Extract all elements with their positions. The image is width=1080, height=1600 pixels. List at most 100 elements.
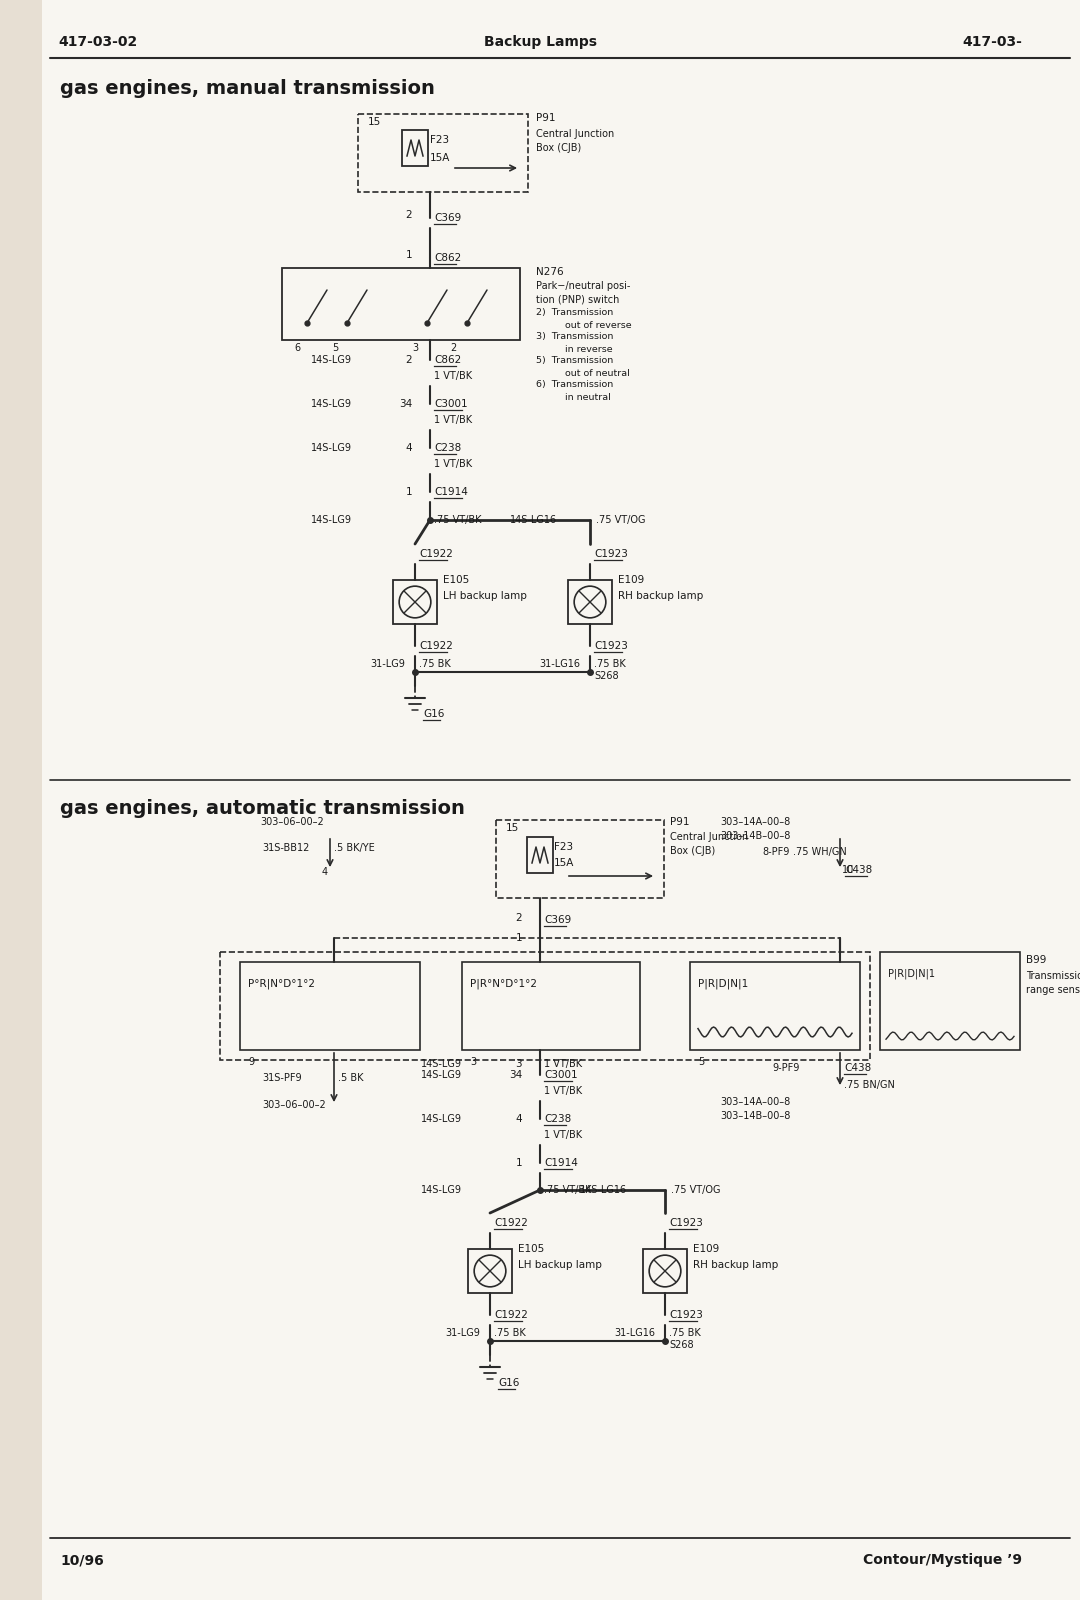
- Text: Contour/Mystique ’9: Contour/Mystique ’9: [863, 1554, 1022, 1566]
- Text: F23: F23: [430, 134, 449, 146]
- Text: 303–14A–00–8: 303–14A–00–8: [720, 818, 791, 827]
- Text: C238: C238: [434, 443, 461, 453]
- Bar: [282, 267, 519, 341]
- Text: 303–14A–00–8: 303–14A–00–8: [720, 1098, 791, 1107]
- Text: 31-LG16: 31-LG16: [539, 659, 580, 669]
- Bar: [0, 0, 42, 1600]
- Text: out of neutral: out of neutral: [565, 368, 630, 378]
- Text: 1: 1: [405, 486, 411, 498]
- Text: Park−/neutral posi-: Park−/neutral posi-: [536, 282, 631, 291]
- Bar: [220, 952, 870, 1059]
- Text: 14S-LG9: 14S-LG9: [311, 398, 352, 410]
- Text: C862: C862: [434, 253, 461, 262]
- Text: 1 VT/BK: 1 VT/BK: [544, 1059, 582, 1069]
- Text: .5 BK/YE: .5 BK/YE: [334, 843, 375, 853]
- Text: C3001: C3001: [544, 1070, 578, 1080]
- Text: 15: 15: [507, 822, 519, 834]
- Text: S268: S268: [594, 670, 619, 682]
- Text: RH backup lamp: RH backup lamp: [693, 1261, 779, 1270]
- Text: out of reverse: out of reverse: [565, 320, 632, 330]
- Text: 15A: 15A: [430, 154, 450, 163]
- Text: C862: C862: [434, 355, 461, 365]
- Text: P91: P91: [536, 114, 555, 123]
- Text: E105: E105: [518, 1245, 544, 1254]
- Bar: [643, 1250, 687, 1293]
- Bar: [357, 114, 528, 192]
- Text: 2)  Transmission: 2) Transmission: [536, 309, 613, 317]
- Text: Transmission: Transmission: [1026, 971, 1080, 981]
- Text: C369: C369: [434, 213, 461, 222]
- Text: .75 BK: .75 BK: [669, 1328, 701, 1338]
- Bar: [880, 952, 1020, 1050]
- Bar: [468, 1250, 512, 1293]
- Text: 3: 3: [411, 342, 418, 354]
- Text: 31-LG9: 31-LG9: [370, 659, 405, 669]
- Text: 31-LG16: 31-LG16: [615, 1328, 654, 1338]
- Text: 303–14B–00–8: 303–14B–00–8: [720, 830, 791, 842]
- Text: C1922: C1922: [494, 1310, 528, 1320]
- Text: .75 BK: .75 BK: [494, 1328, 526, 1338]
- Bar: [568, 579, 612, 624]
- Text: E109: E109: [618, 574, 645, 586]
- Text: .75 VT/BK: .75 VT/BK: [434, 515, 482, 525]
- Text: 15: 15: [368, 117, 381, 126]
- Text: 1: 1: [405, 250, 411, 259]
- Text: tion (PNP) switch: tion (PNP) switch: [536, 294, 619, 304]
- Text: 31S-BB12: 31S-BB12: [262, 843, 309, 853]
- Text: C238: C238: [544, 1114, 571, 1123]
- Text: 4: 4: [322, 867, 328, 877]
- Text: Box (CJB): Box (CJB): [670, 846, 715, 856]
- Text: .75 BK: .75 BK: [419, 659, 450, 669]
- Text: 303–06–00–2: 303–06–00–2: [262, 1101, 326, 1110]
- Text: 34: 34: [509, 1070, 522, 1080]
- Bar: [462, 962, 640, 1050]
- Text: 14S-LG9: 14S-LG9: [311, 443, 352, 453]
- Text: .75 VT/BK: .75 VT/BK: [544, 1186, 592, 1195]
- Text: 14S-LG9: 14S-LG9: [421, 1186, 462, 1195]
- Text: 4: 4: [515, 1114, 522, 1123]
- Text: 417-03-: 417-03-: [962, 35, 1022, 50]
- Text: 1: 1: [515, 933, 522, 942]
- Text: .75 BN/GN: .75 BN/GN: [843, 1080, 895, 1090]
- Text: N276: N276: [536, 267, 564, 277]
- Text: 417-03-02: 417-03-02: [58, 35, 137, 50]
- Text: C369: C369: [544, 915, 571, 925]
- Text: 1 VT/BK: 1 VT/BK: [544, 1130, 582, 1139]
- Bar: [402, 130, 428, 166]
- Text: 1 VT/BK: 1 VT/BK: [544, 1086, 582, 1096]
- Text: 303–14B–00–8: 303–14B–00–8: [720, 1110, 791, 1122]
- Text: C1914: C1914: [544, 1158, 578, 1168]
- Text: E109: E109: [693, 1245, 719, 1254]
- Text: C1922: C1922: [494, 1218, 528, 1229]
- Text: P|R°N°D°1°2: P|R°N°D°1°2: [470, 979, 537, 989]
- Text: C1914: C1914: [434, 486, 468, 498]
- Text: 5: 5: [698, 1058, 704, 1067]
- Text: 5: 5: [332, 342, 338, 354]
- Text: C438: C438: [845, 866, 873, 875]
- Text: P°R|N°D°1°2: P°R|N°D°1°2: [248, 979, 315, 989]
- Text: gas engines, manual transmission: gas engines, manual transmission: [60, 78, 435, 98]
- Text: in neutral: in neutral: [565, 392, 611, 402]
- Text: C438: C438: [843, 1062, 872, 1074]
- Text: 10: 10: [842, 866, 854, 875]
- Text: 34: 34: [399, 398, 411, 410]
- Text: 14S-LG9: 14S-LG9: [421, 1114, 462, 1123]
- Text: P|R|D|N|1: P|R|D|N|1: [888, 968, 935, 979]
- Text: 6)  Transmission: 6) Transmission: [536, 381, 613, 389]
- Text: 10/96: 10/96: [60, 1554, 104, 1566]
- Text: 8-PF9: 8-PF9: [762, 846, 789, 858]
- Text: C1923: C1923: [669, 1218, 703, 1229]
- Text: 1: 1: [515, 1158, 522, 1168]
- Text: .75 VT/OG: .75 VT/OG: [671, 1186, 720, 1195]
- Text: 9: 9: [248, 1058, 254, 1067]
- Bar: [690, 962, 860, 1050]
- Text: Central Junction: Central Junction: [670, 832, 748, 842]
- Text: E105: E105: [443, 574, 469, 586]
- Text: 3: 3: [470, 1058, 476, 1067]
- Text: in reverse: in reverse: [565, 344, 612, 354]
- Text: 1 VT/BK: 1 VT/BK: [434, 371, 472, 381]
- Text: 303–06–00–2: 303–06–00–2: [260, 818, 324, 827]
- Text: Central Junction: Central Junction: [536, 130, 615, 139]
- Text: 1 VT/BK: 1 VT/BK: [434, 414, 472, 426]
- Text: 14S-LG9: 14S-LG9: [421, 1059, 462, 1069]
